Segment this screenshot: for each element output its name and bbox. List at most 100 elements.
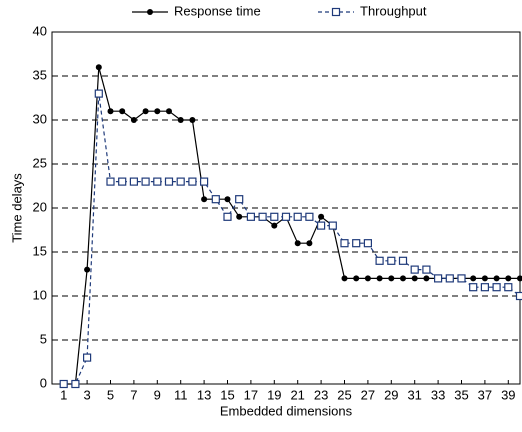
data-point (388, 275, 394, 281)
data-point (517, 293, 522, 300)
data-point (388, 257, 395, 264)
data-point (95, 90, 102, 97)
x-tick-label: 9 (154, 387, 161, 402)
data-point (236, 196, 243, 203)
data-point (400, 275, 406, 281)
data-point (365, 275, 371, 281)
y-tick-label: 25 (33, 155, 47, 170)
y-tick-label: 0 (40, 375, 47, 390)
data-point (201, 178, 208, 185)
data-point (446, 275, 453, 282)
data-point (458, 275, 465, 282)
data-point (259, 213, 266, 220)
x-tick-label: 15 (220, 387, 234, 402)
data-point (376, 257, 383, 264)
data-point (271, 223, 277, 229)
data-point (423, 266, 430, 273)
x-axis-label: Embedded dimensions (220, 403, 353, 418)
data-point (517, 275, 522, 281)
data-point (505, 275, 511, 281)
data-point (147, 9, 153, 15)
y-tick-label: 15 (33, 243, 47, 258)
data-point (212, 196, 219, 203)
data-point (130, 178, 137, 185)
data-point (342, 275, 348, 281)
data-point (60, 381, 67, 388)
data-point (107, 178, 114, 185)
data-point (470, 284, 477, 291)
data-point (236, 214, 242, 220)
data-point (333, 9, 340, 16)
x-tick-label: 11 (174, 387, 188, 402)
data-point (178, 117, 184, 123)
x-tick-label: 39 (501, 387, 515, 402)
x-tick-label: 37 (478, 387, 492, 402)
data-point (143, 108, 149, 114)
data-point (294, 213, 301, 220)
data-point (494, 275, 500, 281)
data-point (131, 117, 137, 123)
data-point (353, 275, 359, 281)
data-point (166, 108, 172, 114)
x-tick-label: 35 (454, 387, 468, 402)
data-point (119, 108, 125, 114)
data-point (96, 64, 102, 70)
data-point (435, 275, 442, 282)
data-point (189, 178, 196, 185)
data-point (341, 240, 348, 247)
data-point (84, 267, 90, 273)
data-point (295, 240, 301, 246)
x-tick-label: 13 (197, 387, 211, 402)
x-tick-label: 25 (337, 387, 351, 402)
x-tick-label: 17 (244, 387, 258, 402)
y-tick-label: 10 (33, 287, 47, 302)
x-tick-label: 23 (314, 387, 328, 402)
data-point (72, 381, 79, 388)
data-point (306, 213, 313, 220)
data-point (423, 275, 429, 281)
y-tick-label: 5 (40, 331, 47, 346)
x-tick-label: 21 (290, 387, 304, 402)
data-point (411, 266, 418, 273)
data-point (154, 108, 160, 114)
data-point (142, 178, 149, 185)
x-tick-label: 29 (384, 387, 398, 402)
y-axis-label: Time delays (9, 173, 24, 243)
data-point (377, 275, 383, 281)
data-point (201, 196, 207, 202)
legend-label: Response time (174, 3, 261, 18)
data-point (400, 257, 407, 264)
data-point (225, 196, 231, 202)
data-point (318, 214, 324, 220)
data-point (364, 240, 371, 247)
x-tick-label: 5 (107, 387, 114, 402)
data-point (329, 222, 336, 229)
series-line (64, 67, 520, 384)
data-point (482, 275, 488, 281)
y-tick-label: 30 (33, 111, 47, 126)
data-point (177, 178, 184, 185)
x-tick-label: 33 (431, 387, 445, 402)
data-point (271, 213, 278, 220)
x-tick-label: 1 (60, 387, 67, 402)
data-point (306, 240, 312, 246)
data-point (224, 213, 231, 220)
data-point (470, 275, 476, 281)
data-point (189, 117, 195, 123)
data-point (493, 284, 500, 291)
data-point (481, 284, 488, 291)
x-tick-label: 27 (361, 387, 375, 402)
y-tick-label: 20 (33, 199, 47, 214)
data-point (154, 178, 161, 185)
x-tick-label: 7 (130, 387, 137, 402)
y-tick-label: 35 (33, 67, 47, 82)
data-point (119, 178, 126, 185)
data-point (247, 213, 254, 220)
data-point (108, 108, 114, 114)
data-point (318, 222, 325, 229)
y-tick-label: 40 (33, 23, 47, 38)
legend-label: Throughput (360, 3, 427, 18)
x-tick-label: 3 (83, 387, 90, 402)
data-point (412, 275, 418, 281)
